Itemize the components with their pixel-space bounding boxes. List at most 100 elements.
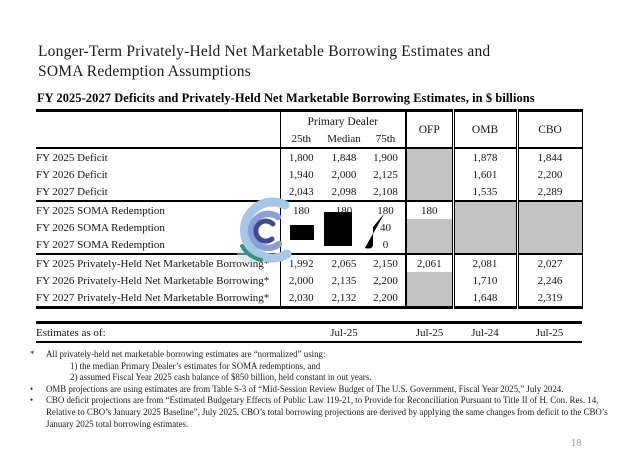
column-header-75th: 75th	[366, 131, 407, 149]
cell-value: 1,992	[279, 254, 322, 272]
footnote-marker: *	[30, 349, 35, 359]
cell-value: 2,125	[373, 168, 398, 181]
cell-value: 2,065	[331, 257, 357, 270]
cell-value: 1,900	[373, 151, 398, 164]
page-title-line-1: Longer-Term Privately-Held Net Marketabl…	[38, 43, 491, 60]
cell-value: 1,601	[451, 166, 518, 183]
row-label: FY 2025 Deficit	[36, 151, 108, 164]
footnotes: * All privately-held net marketable borr…	[30, 349, 610, 430]
cell-shaded	[451, 201, 518, 219]
footnote-text: CBO deficit projections are from “Estima…	[46, 395, 608, 429]
estimates-cbo-date: Jul-25	[535, 326, 564, 339]
cell-value: 2,043	[279, 183, 322, 202]
cell-value: 1,535	[451, 183, 518, 202]
table-row: FY 2025 Deficit 1,800 1,848 1,900 1,878 …	[36, 148, 583, 166]
row-label: FY 2027 Deficit	[36, 183, 280, 202]
cell-shaded	[515, 219, 583, 236]
cell-value	[322, 236, 366, 255]
column-header-primary-dealer: Primary Dealer	[279, 110, 407, 131]
cell-value: 180	[335, 204, 353, 217]
cell-value: 1,844	[515, 148, 583, 166]
estimates-spacer	[366, 323, 406, 343]
row-label: FY 2026 Privately-Held Net Marketable Bo…	[36, 274, 270, 287]
cell-value: 2,135	[331, 274, 357, 287]
cell-value: 1,800	[279, 148, 322, 166]
header-row-sub: 25th Median 75th	[36, 131, 582, 149]
cell-value: 2,200	[373, 274, 398, 287]
cell-value: 2,027	[515, 254, 583, 272]
table-caption: FY 2025-2027 Deficits and Privately-Held…	[37, 91, 535, 105]
cell-value: 180	[377, 204, 394, 217]
table-row: FY 2027 Deficit 2,043 2,098 2,108 1,535 …	[36, 183, 583, 202]
column-header-25th: 25th	[279, 131, 322, 149]
row-label: FY 2027 Privately-Held Net Marketable Bo…	[36, 291, 270, 304]
estimates-pd-date: Jul-25	[330, 326, 358, 339]
table-row: FY 2026 Deficit 1,940 2,000 2,125 1,601 …	[36, 166, 583, 183]
cell-value: 1,878	[451, 148, 518, 166]
row-label: FY 2027 SOMA Redemption	[36, 236, 280, 255]
cell-value: 180	[279, 201, 322, 219]
footnote: • CBO deficit projections are from “Esti…	[30, 395, 610, 430]
cell-shaded	[515, 236, 583, 255]
cell-shaded	[405, 183, 454, 202]
cell-value: 2,030	[279, 289, 322, 308]
cell-shaded	[405, 272, 454, 289]
header-empty-cell	[36, 110, 280, 149]
column-header-omb: OMB	[451, 110, 518, 149]
footnote-text: All privately-held net marketable borrow…	[46, 349, 326, 359]
cell-value: 2,061	[405, 254, 454, 272]
cell-value: 0	[366, 236, 407, 255]
cell-value: 2,319	[515, 289, 583, 308]
cell-value: 2,000	[279, 272, 322, 289]
table-row: FY 2027 Privately-Held Net Marketable Bo…	[36, 289, 583, 308]
cell-value: 2,200	[515, 166, 583, 183]
borrowing-estimates-table: Primary Dealer OFP OMB CBO 25th Median 7…	[36, 109, 583, 309]
page-title-line-2: SOMA Redemption Assumptions	[38, 63, 251, 80]
row-label: FY 2026 SOMA Redemption	[36, 221, 165, 234]
page-number: 18	[571, 438, 582, 449]
cell-shaded	[515, 201, 583, 219]
cell-value	[279, 219, 322, 236]
cell-value: 2,081	[451, 254, 518, 272]
cell-shaded	[405, 166, 454, 183]
cell-value	[322, 219, 366, 236]
cell-value: 2,108	[366, 183, 407, 202]
footnote-subitem: 2) assumed Fiscal Year 2025 cash balance…	[70, 372, 372, 383]
cell-value: 2,246	[515, 272, 583, 289]
column-header-median: Median	[322, 131, 366, 149]
estimates-as-of-row: Estimates as of: Jul-25 Jul-25 Jul-24 Ju…	[36, 321, 582, 343]
cell-shaded	[451, 219, 518, 236]
column-header-cbo: CBO	[515, 110, 583, 149]
cell-value	[279, 236, 322, 255]
cell-value: 2,000	[331, 168, 357, 181]
table-row: FY 2027 SOMA Redemption 0	[36, 236, 583, 255]
row-label: FY 2025 Privately-Held Net Marketable Bo…	[36, 257, 270, 270]
estimates-spacer	[280, 323, 322, 343]
cell-value: 1,940	[279, 166, 322, 183]
cell-value: 2,289	[515, 183, 583, 202]
estimates-ofp-date: Jul-25	[415, 326, 444, 339]
table-row: FY 2025 SOMA Redemption 180 180 180 180	[36, 201, 583, 219]
footnote: * All privately-held net marketable borr…	[30, 349, 610, 361]
cell-value: 180	[405, 201, 454, 219]
cell-shaded	[451, 236, 518, 255]
cell-value: 2,200	[373, 291, 398, 304]
cell-shaded	[405, 148, 454, 166]
table-row: FY 2025 Privately-Held Net Marketable Bo…	[36, 254, 583, 272]
row-label: FY 2025 SOMA Redemption	[36, 204, 165, 217]
cell-value: 1,848	[331, 151, 357, 164]
cell-value: 2,098	[322, 183, 366, 202]
page-title: Longer-Term Privately-Held Net Marketabl…	[38, 42, 598, 82]
cell-shaded	[405, 289, 454, 308]
footnote-marker: •	[30, 395, 34, 406]
cell-value: 40	[380, 221, 392, 234]
table-row: FY 2026 SOMA Redemption 40	[36, 219, 583, 236]
cell-shaded	[405, 236, 454, 255]
cell-value: 1,710	[451, 272, 518, 289]
estimates-omb-date: Jul-24	[471, 326, 499, 339]
estimates-label: Estimates as of:	[36, 326, 106, 339]
header-row-group: Primary Dealer OFP OMB CBO	[36, 110, 583, 149]
row-label: FY 2026 Deficit	[36, 168, 108, 181]
footnote-subitem: 1) the median Primary Dealer’s estimates…	[70, 360, 321, 371]
